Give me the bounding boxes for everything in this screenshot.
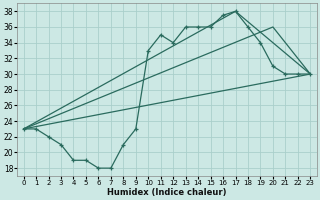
X-axis label: Humidex (Indice chaleur): Humidex (Indice chaleur) bbox=[107, 188, 227, 197]
